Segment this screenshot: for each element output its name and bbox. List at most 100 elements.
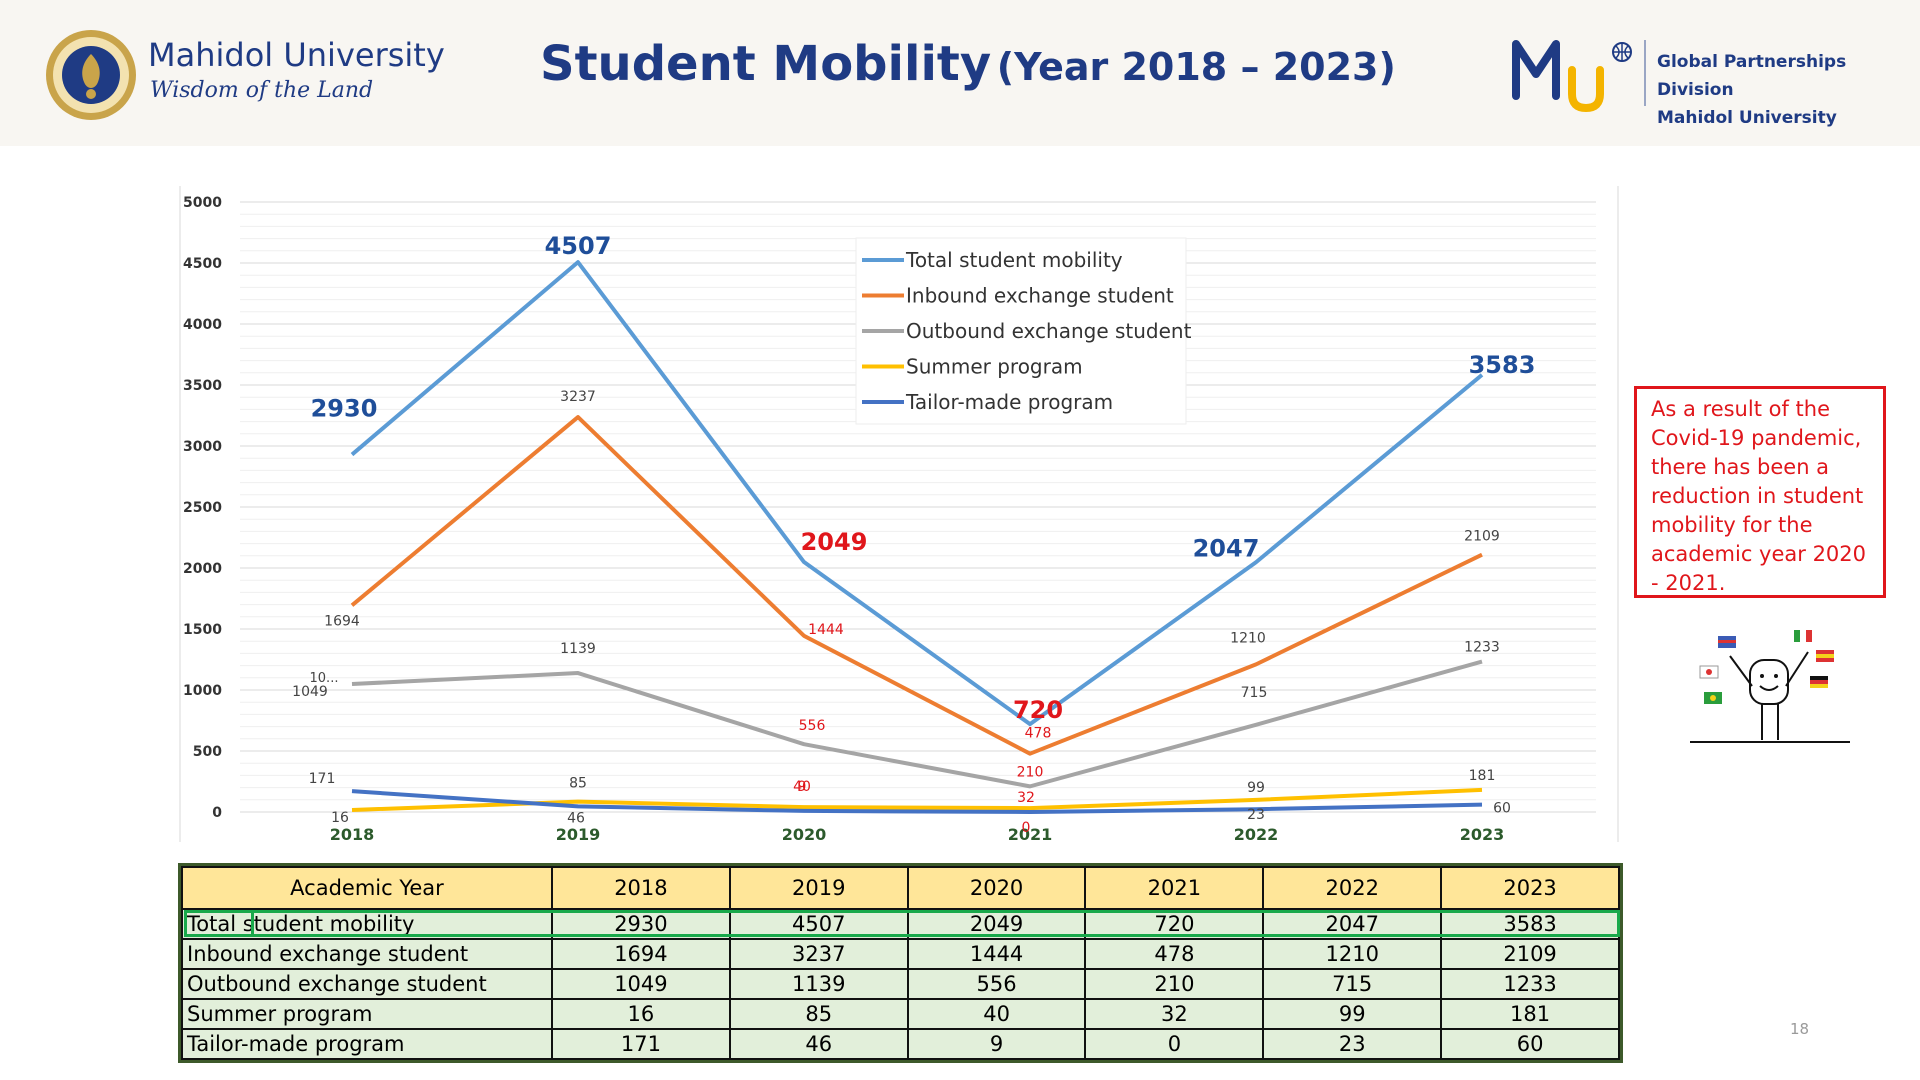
y-tick-label: 3000 — [183, 439, 222, 455]
table-cell: 478 — [1084, 938, 1265, 970]
data-label: 556 — [799, 718, 826, 734]
table-cell: 99 — [1262, 998, 1443, 1030]
table-cell: 23 — [1262, 1028, 1443, 1060]
data-label: 9 — [798, 779, 807, 795]
table-cell: 715 — [1262, 968, 1443, 1000]
y-tick-label: 1500 — [183, 622, 222, 638]
x-tick-label: 2022 — [1234, 825, 1279, 844]
table-cell: 32 — [1084, 998, 1265, 1030]
x-tick-label: 2021 — [1008, 825, 1053, 844]
table-row-label: Tailor-made program — [181, 1028, 553, 1060]
y-tick-label: 3500 — [183, 378, 222, 394]
data-label: 2930 — [311, 395, 378, 423]
data-label: 1694 — [324, 613, 360, 629]
table-cell: 720 — [1084, 908, 1265, 940]
series-line — [351, 789, 1483, 814]
y-tick-label: 4000 — [183, 317, 222, 333]
mobility-line-chart: 0 500 1000 1500 2000 2500 3000 3500 4000 4500 5000… — [179, 186, 1619, 844]
table-cell: 556 — [906, 968, 1087, 1000]
table-header-year: 2018 — [551, 866, 731, 910]
table-row: Outbound exchange student 1049 1139 556 … — [181, 968, 1620, 1000]
data-label: 85 — [569, 776, 587, 792]
data-label: 60 — [1493, 801, 1511, 817]
division-name: Global Partnerships Division Mahidol Uni… — [1657, 48, 1920, 132]
page-number: 18 — [1790, 1020, 1810, 1038]
series-line — [350, 260, 1484, 727]
table-cell: 2047 — [1262, 908, 1443, 940]
data-label: 4507 — [545, 232, 612, 260]
x-tick-label: 2023 — [1460, 825, 1505, 844]
page-title: Student Mobility (Year 2018 – 2023) — [540, 36, 1396, 92]
table-cell: 46 — [728, 1028, 909, 1060]
data-label: 32 — [1017, 790, 1035, 806]
y-tick-label: 500 — [193, 744, 222, 760]
table-cell: 85 — [728, 998, 909, 1030]
table-cell: 2930 — [551, 908, 731, 940]
y-tick-label: 0 — [212, 805, 222, 821]
table-header-year: 2022 — [1262, 866, 1443, 910]
mobility-data-table: Academic Year 2018 2019 2020 2021 2022 2… — [181, 866, 1620, 1060]
data-label: 99 — [1247, 780, 1265, 796]
data-label: 3237 — [560, 389, 596, 405]
table-cell: 181 — [1440, 998, 1620, 1030]
table-cell: 1694 — [551, 938, 731, 970]
university-motto: Wisdom of the Land — [150, 78, 374, 103]
logo-divider — [1644, 40, 1646, 106]
table-row-label: Inbound exchange student — [181, 938, 553, 970]
table-cell: 1139 — [728, 968, 909, 1000]
data-label: 1210 — [1230, 630, 1266, 646]
university-seal-icon — [46, 30, 136, 120]
table-row: Tailor-made program 171 46 9 0 23 60 — [181, 1028, 1620, 1060]
table-cell: 40 — [906, 998, 1087, 1030]
data-label: 46 — [567, 810, 585, 826]
data-label: 23 — [1247, 807, 1265, 823]
table-cell: 2049 — [906, 908, 1087, 940]
data-label: 1139 — [560, 641, 596, 657]
data-label: 171 — [309, 771, 336, 787]
data-label: 0 — [1022, 820, 1031, 836]
data-label: 16 — [331, 810, 349, 826]
legend-label: Inbound exchange student — [906, 284, 1174, 308]
table-cell: 1233 — [1440, 968, 1620, 1000]
x-tick-label: 2019 — [556, 825, 601, 844]
title-main: Student Mobility — [540, 36, 992, 92]
legend-box — [855, 237, 1187, 425]
table-cell: 3237 — [728, 938, 909, 970]
data-label: 2109 — [1464, 529, 1500, 545]
table-row-label: Outbound exchange student — [181, 968, 553, 1000]
division-line1: Global Partnerships Division — [1657, 52, 1847, 100]
table-row-label: Total student mobility — [181, 908, 553, 940]
table-cell: 0 — [1084, 1028, 1265, 1060]
table-header-year: 2020 — [906, 866, 1087, 910]
table-row: Inbound exchange student 1694 3237 1444 … — [181, 938, 1620, 970]
series-line — [350, 415, 1483, 756]
table-cell: 60 — [1440, 1028, 1620, 1060]
table-cell: 171 — [551, 1028, 731, 1060]
x-tick-label: 2020 — [782, 825, 827, 844]
x-tick-label: 2018 — [330, 825, 375, 844]
table-header-row: Academic Year 2018 2019 2020 2021 2022 2… — [181, 866, 1620, 910]
table-cell: 9 — [906, 1028, 1087, 1060]
data-label: 210 — [1017, 764, 1044, 780]
y-tick-label: 2000 — [183, 561, 222, 577]
table-cell: 3583 — [1440, 908, 1620, 940]
y-tick-label: 5000 — [183, 195, 222, 211]
data-label: 40 — [793, 779, 811, 795]
covid-note-text: As a result of the Covid-19 pandemic, th… — [1651, 397, 1867, 595]
legend-label: Outbound exchange student — [906, 319, 1192, 343]
table-cell: 1049 — [551, 968, 731, 1000]
table-cell: 210 — [1084, 968, 1265, 1000]
title-years: (Year 2018 – 2023) — [996, 45, 1396, 89]
data-label: 1233 — [1464, 640, 1500, 656]
legend-label: Summer program — [906, 355, 1083, 379]
data-label: 2049 — [801, 528, 868, 556]
table-header-year: 2019 — [728, 866, 909, 910]
data-label: 715 — [1241, 685, 1268, 701]
data-label: 1444 — [808, 622, 844, 638]
table-cell: 4507 — [728, 908, 909, 940]
data-label: 478 — [1025, 726, 1052, 742]
logo-letters: MU — [1518, 34, 1520, 35]
data-label: 1049 — [292, 684, 328, 700]
division-line2: Mahidol University — [1657, 108, 1837, 128]
data-label-truncated: 10... — [310, 671, 339, 686]
